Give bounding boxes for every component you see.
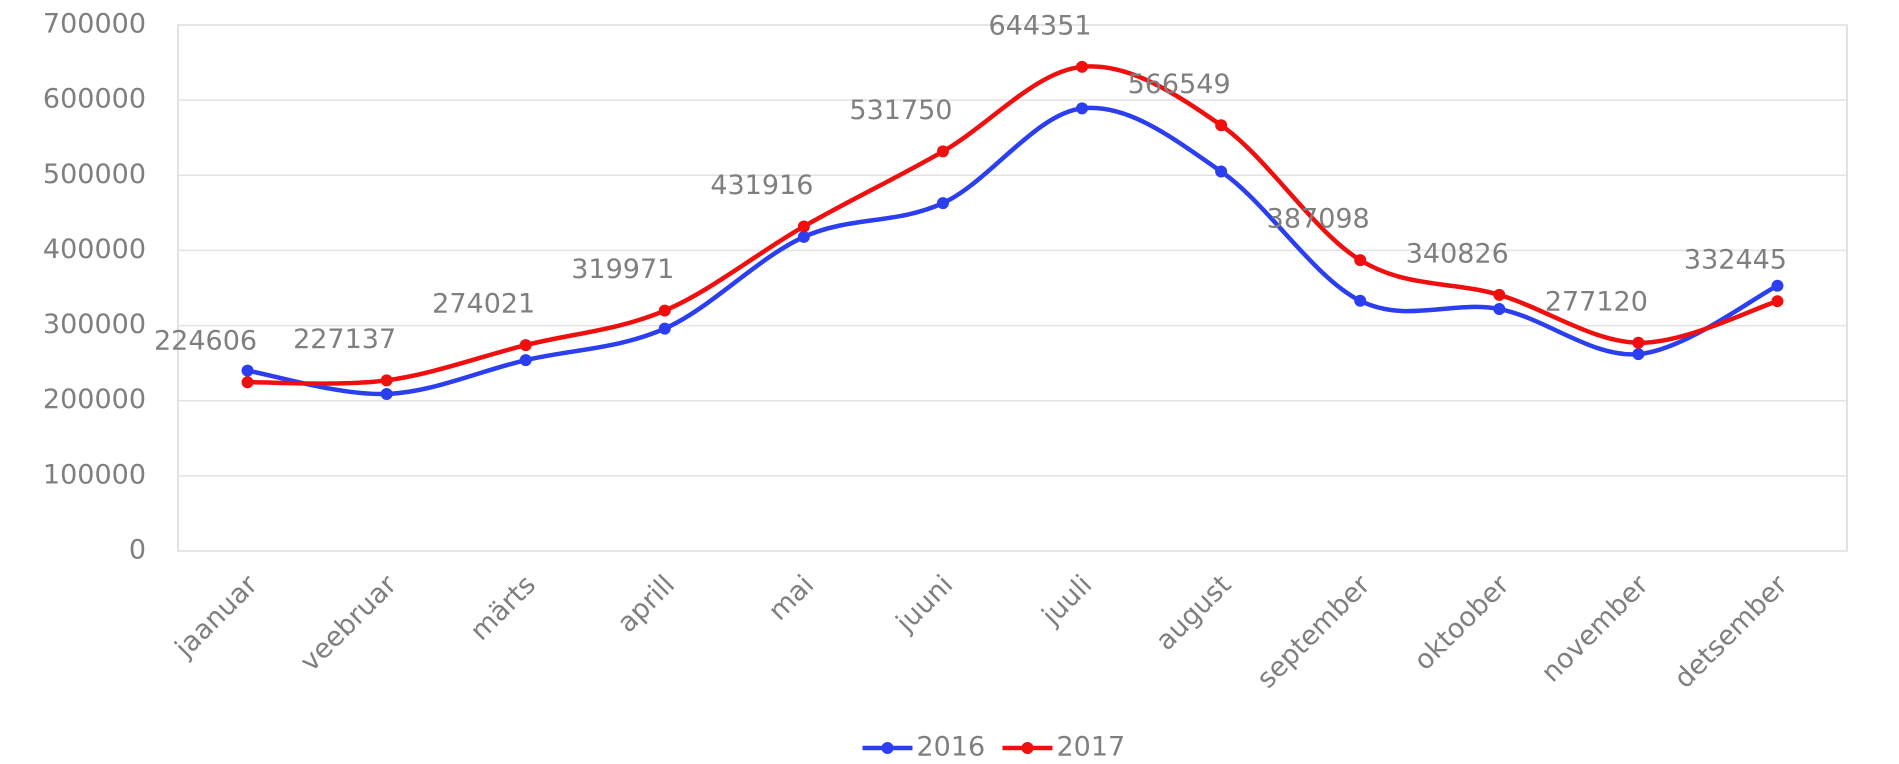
data-label: 566549	[1128, 69, 1231, 100]
data-label: 224606	[154, 326, 257, 357]
data-point	[1493, 288, 1506, 301]
data-point	[380, 387, 393, 400]
data-point	[1771, 295, 1784, 308]
data-point	[1354, 254, 1367, 267]
data-point	[797, 220, 810, 233]
data-point	[1632, 336, 1645, 349]
x-tick-label: detsember	[1668, 569, 1794, 695]
data-point	[658, 322, 671, 335]
data-point	[519, 339, 532, 352]
y-tick-label: 100000	[43, 459, 146, 490]
x-tick-label: veebruar	[295, 569, 404, 678]
data-point	[519, 354, 532, 367]
legend-marker	[1021, 742, 1034, 754]
x-tick-label: juuli	[1036, 569, 1099, 632]
data-point	[241, 364, 254, 377]
data-label: 227137	[293, 324, 396, 355]
y-tick-label: 500000	[43, 159, 146, 190]
x-tick-label: august	[1150, 569, 1237, 656]
data-label: 531750	[849, 95, 952, 126]
data-point	[936, 145, 949, 158]
x-tick-label: märts	[464, 569, 542, 647]
data-label: 332445	[1684, 245, 1787, 276]
y-tick-label: 200000	[43, 384, 146, 415]
data-point	[797, 230, 810, 243]
data-label: 644351	[989, 10, 1092, 41]
data-point	[1076, 102, 1089, 115]
data-point	[1215, 165, 1228, 178]
data-label: 277120	[1545, 286, 1648, 317]
x-tick-label: september	[1251, 569, 1377, 695]
data-label: 319971	[571, 254, 674, 285]
x-tick-label: aprill	[612, 569, 682, 639]
data-point	[1354, 294, 1367, 307]
data-point	[936, 197, 949, 210]
x-tick-label: oktoober	[1408, 569, 1516, 677]
series-line	[247, 64, 1779, 386]
y-tick-label: 700000	[43, 9, 146, 40]
legend-label: 2017	[1057, 732, 1126, 763]
data-point	[1493, 303, 1506, 316]
data-label: 387098	[1267, 204, 1370, 235]
x-tick-label: jaanuar	[169, 569, 265, 665]
data-label: 431916	[710, 170, 813, 201]
legend-marker	[881, 742, 894, 754]
x-tick-label: mai	[763, 569, 821, 627]
x-tick-label: juuni	[890, 569, 960, 639]
data-point	[1215, 119, 1228, 132]
y-tick-label: 600000	[43, 84, 146, 115]
x-tick-label: november	[1536, 569, 1656, 689]
data-label: 340826	[1406, 238, 1509, 269]
data-label: 274021	[432, 289, 535, 320]
data-point	[241, 376, 254, 389]
data-point	[380, 374, 393, 387]
y-tick-label: 0	[129, 535, 146, 566]
data-point	[1076, 60, 1089, 73]
y-tick-label: 400000	[43, 234, 146, 265]
legend-label: 2016	[917, 732, 986, 763]
y-tick-label: 300000	[43, 309, 146, 340]
data-point	[658, 304, 671, 317]
data-point	[1771, 279, 1784, 292]
data-point	[1632, 348, 1645, 361]
